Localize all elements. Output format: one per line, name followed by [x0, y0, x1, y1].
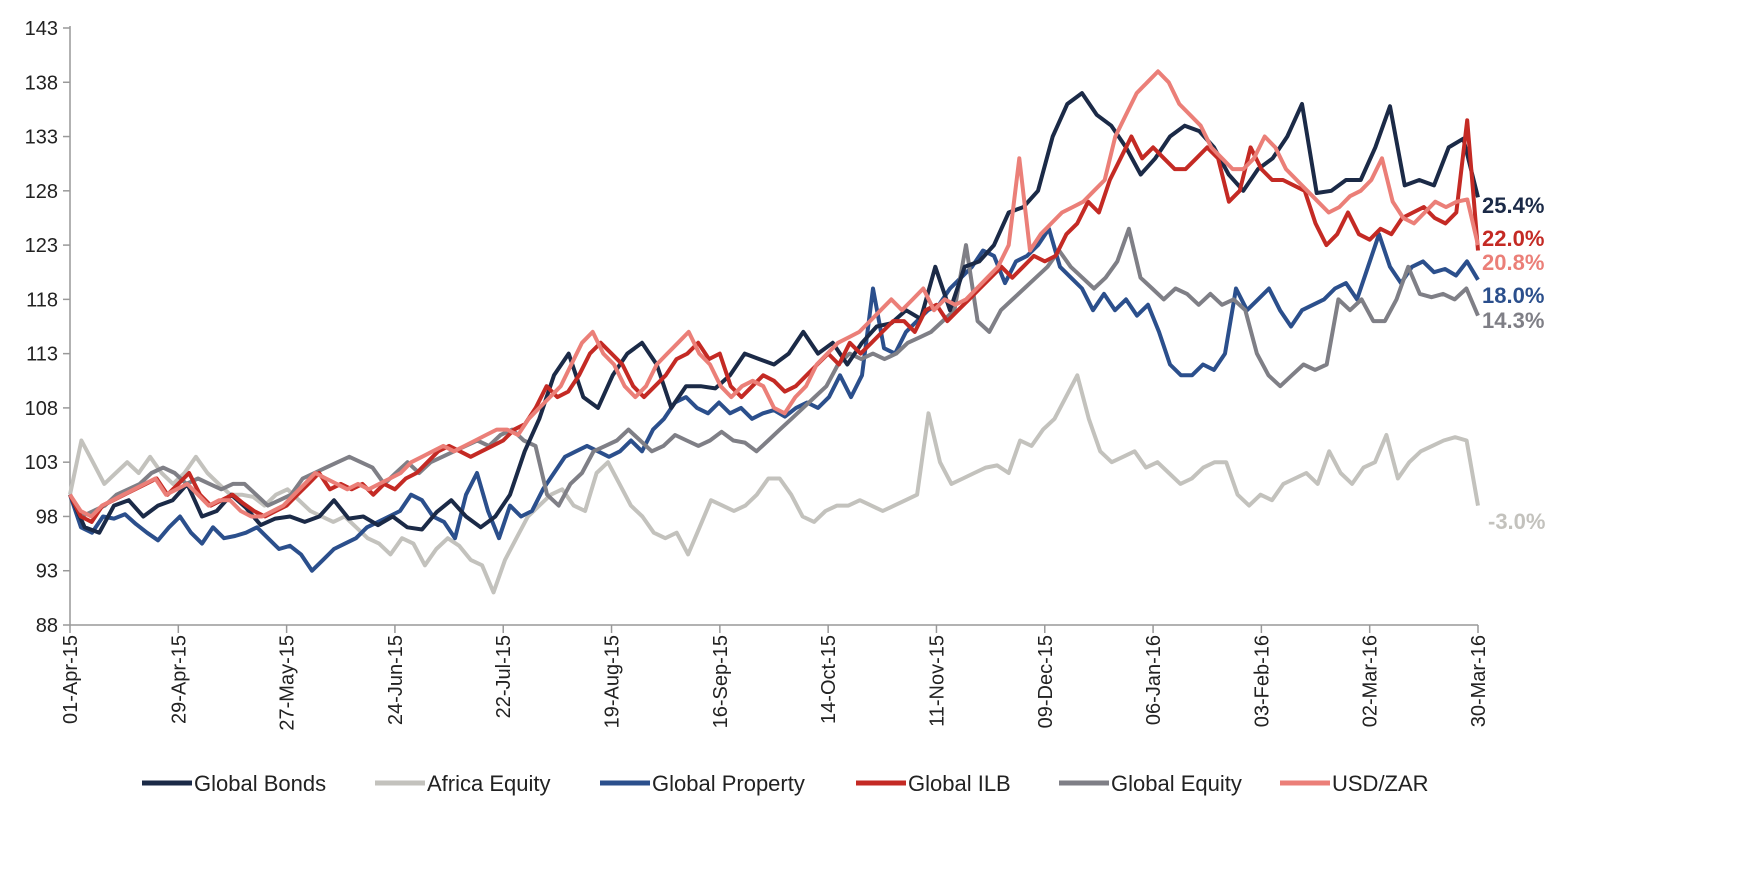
- x-tick-label: 09-Dec-15: [1035, 635, 1057, 728]
- x-tick-label: 22-Jul-15: [493, 635, 515, 718]
- y-tick-label: 103: [25, 452, 58, 474]
- x-axis: 01-Apr-15 29-Apr-15 27-May-15 24-Jun-15 22-J…: [60, 624, 1490, 731]
- end-label-global-ilb: 22.0%: [1482, 226, 1544, 251]
- x-tick-label: 16-Sep-15: [710, 635, 732, 728]
- y-tick-label: 88: [36, 615, 58, 637]
- y-tick-label: 123: [25, 235, 58, 257]
- x-tick-label: 06-Jan-16: [1143, 635, 1165, 725]
- end-labels: 25.4% -3.0% 18.0% 22.0% 14.3% 20.8%: [1482, 193, 1545, 534]
- legend-label: Global Bonds: [194, 771, 326, 796]
- y-tick-label: 108: [25, 398, 58, 420]
- x-tick-label: 30-Mar-16: [1468, 635, 1490, 727]
- legend: Global Bonds Africa Equity Global Property…: [142, 771, 1429, 796]
- series-line-global-ilb: [68, 118, 1480, 524]
- x-tick-label: 29-Apr-15: [168, 635, 190, 724]
- series-lines: [68, 69, 1480, 595]
- legend-label: Global ILB: [908, 771, 1011, 796]
- x-tick-label: 19-Aug-15: [602, 635, 624, 728]
- series-line-usd-zar: [68, 69, 1480, 519]
- end-label-global-equity: 14.3%: [1482, 308, 1544, 333]
- x-tick-label: 01-Apr-15: [60, 635, 82, 724]
- legend-item-global-ilb: Global ILB: [856, 771, 1011, 796]
- legend-label: USD/ZAR: [1332, 771, 1429, 796]
- series-line-global-equity: [68, 226, 1480, 519]
- legend-item-global-bonds: Global Bonds: [142, 771, 326, 796]
- end-label-global-bonds: 25.4%: [1482, 193, 1544, 218]
- x-tick-label: 02-Mar-16: [1360, 635, 1382, 727]
- y-tick-label: 93: [36, 561, 58, 583]
- x-tick-label: 14-Oct-15: [818, 635, 840, 724]
- y-tick-label: 133: [25, 127, 58, 149]
- legend-item-usd-zar: USD/ZAR: [1280, 771, 1429, 796]
- y-tick-label: 138: [25, 72, 58, 94]
- y-tick-label: 128: [25, 181, 58, 203]
- legend-label: Africa Equity: [427, 771, 551, 796]
- y-tick-label: 118: [26, 289, 58, 311]
- series-line-global-bonds: [68, 91, 1480, 535]
- x-tick-label: 24-Jun-15: [385, 635, 407, 725]
- series-line-africa-equity: [68, 373, 1480, 595]
- end-label-usd-zar: 20.8%: [1482, 250, 1544, 275]
- y-tick-label: 113: [26, 344, 58, 366]
- legend-item-africa-equity: Africa Equity: [375, 771, 551, 796]
- y-tick-label: 98: [36, 506, 58, 528]
- y-axis: 88 93 98 103 108 113 118 123 128 133 138 143: [25, 18, 71, 637]
- legend-item-global-property: Global Property: [600, 771, 805, 796]
- x-tick-label: 11-Nov-15: [926, 635, 948, 727]
- legend-label: Global Property: [652, 771, 805, 796]
- legend-label: Global Equity: [1111, 771, 1242, 796]
- legend-item-global-equity: Global Equity: [1059, 771, 1242, 796]
- end-label-africa-equity: -3.0%: [1488, 509, 1545, 534]
- y-tick-label: 143: [25, 18, 58, 40]
- x-tick-label: 03-Feb-16: [1251, 635, 1273, 727]
- x-tick-label: 27-May-15: [277, 635, 299, 731]
- end-label-global-property: 18.0%: [1482, 283, 1544, 308]
